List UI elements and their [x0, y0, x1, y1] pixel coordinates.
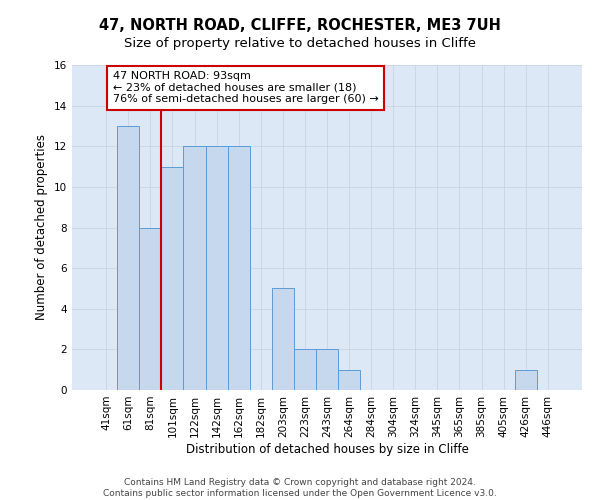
Bar [272, 288, 294, 390]
Bar [294, 350, 316, 390]
Bar [117, 126, 139, 390]
Bar [184, 146, 206, 390]
Text: Size of property relative to detached houses in Cliffe: Size of property relative to detached ho… [124, 38, 476, 51]
Bar [161, 166, 184, 390]
Bar [316, 350, 338, 390]
X-axis label: Distribution of detached houses by size in Cliffe: Distribution of detached houses by size … [185, 442, 469, 456]
Bar [206, 146, 227, 390]
Text: Contains HM Land Registry data © Crown copyright and database right 2024.
Contai: Contains HM Land Registry data © Crown c… [103, 478, 497, 498]
Bar [338, 370, 360, 390]
Y-axis label: Number of detached properties: Number of detached properties [35, 134, 49, 320]
Bar [515, 370, 537, 390]
Bar [227, 146, 250, 390]
Bar [139, 228, 161, 390]
Text: 47 NORTH ROAD: 93sqm
← 23% of detached houses are smaller (18)
76% of semi-detac: 47 NORTH ROAD: 93sqm ← 23% of detached h… [113, 71, 379, 104]
Text: 47, NORTH ROAD, CLIFFE, ROCHESTER, ME3 7UH: 47, NORTH ROAD, CLIFFE, ROCHESTER, ME3 7… [99, 18, 501, 32]
